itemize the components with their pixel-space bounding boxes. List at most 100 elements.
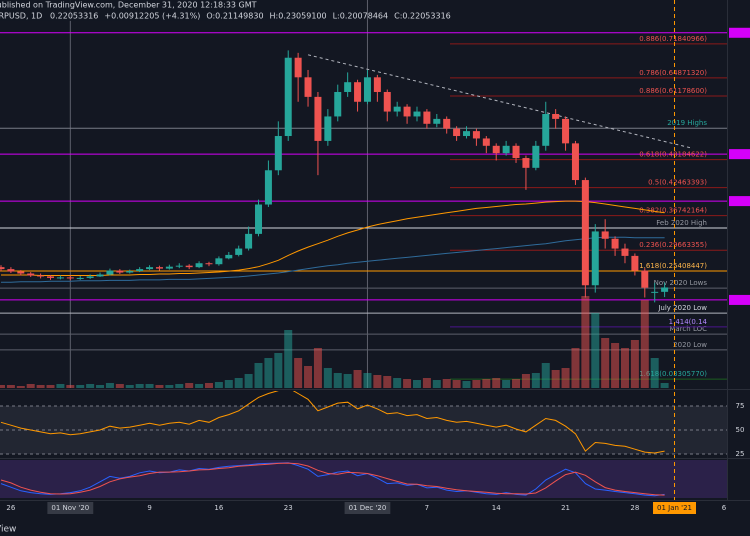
fib-label: 0.236(0.29663355) — [639, 241, 707, 249]
candle-body — [591, 231, 599, 286]
level-label: 2019 Highs — [667, 119, 707, 127]
volume-bar — [145, 384, 154, 388]
candle-body — [324, 116, 332, 141]
volume-bar — [571, 348, 580, 388]
volume-bar — [660, 383, 669, 388]
volume-bar — [363, 373, 372, 388]
volume-bar — [115, 384, 124, 388]
volume-bar — [284, 330, 293, 388]
candle-body — [245, 233, 253, 249]
candle-body — [116, 270, 124, 273]
volume-bar — [581, 296, 590, 388]
volume-bar — [383, 376, 392, 388]
volume-bar — [214, 382, 223, 388]
x-tick-highlight — [47, 502, 94, 514]
header-bg — [0, 0, 300, 21]
candle-body — [651, 291, 659, 293]
candle-body — [344, 82, 352, 92]
candle-body — [0, 267, 5, 270]
fib-label: 1.618(0.25408447) — [639, 262, 707, 270]
volume-bar — [0, 385, 5, 388]
volume-bar — [125, 385, 134, 388]
volume-bar — [155, 385, 164, 388]
candle-body — [512, 145, 520, 159]
candle-body — [294, 57, 302, 78]
volume-bar — [502, 380, 511, 388]
volume-bar — [601, 338, 610, 388]
volume-bar — [353, 370, 362, 388]
volume-bar — [105, 383, 114, 388]
candle-body — [492, 145, 500, 154]
volume-bar — [56, 384, 65, 388]
price-tag — [729, 196, 750, 207]
price-tag — [729, 294, 750, 305]
fib-label: 0.886(0.71840966) — [639, 35, 707, 43]
candle-body — [56, 277, 64, 279]
candle-body — [146, 267, 154, 270]
candle-body — [552, 114, 560, 119]
candle-body — [86, 276, 94, 278]
candle-body — [274, 136, 282, 171]
candle-body — [284, 57, 292, 137]
volume-bar — [304, 366, 313, 388]
candle-body — [413, 111, 421, 117]
x-tick-label: 6 — [722, 504, 727, 512]
candle-body — [7, 269, 15, 272]
rsi-pane — [0, 391, 727, 455]
x-tick-label: 01 Dec '20 — [349, 504, 387, 512]
stoch-pane — [0, 460, 727, 498]
header-value: L:0.20078464 — [333, 12, 389, 21]
volume-bar — [620, 348, 629, 388]
price-pane: 2019 Highs Feb 2020 High Nov 2020 Lows July… — [0, 0, 727, 388]
x-tick-label: 7 — [425, 504, 429, 512]
volume-bar — [165, 385, 174, 388]
x-tick-label: 26 — [6, 504, 15, 512]
rsi-tick-label: 25 — [736, 450, 745, 458]
volume-bar — [403, 379, 412, 388]
volume-bar — [472, 380, 481, 388]
moving-average — [1, 200, 665, 276]
candle-body — [304, 77, 312, 97]
candle-body — [443, 118, 451, 129]
candle-body — [463, 131, 471, 137]
volume-bar — [175, 384, 184, 388]
candle-body — [126, 271, 134, 273]
fib-label: 0.886(0.61178600) — [639, 87, 707, 95]
candle-body — [482, 138, 490, 146]
candle-body — [363, 77, 371, 102]
candle-body — [354, 82, 362, 102]
candle-body — [136, 269, 144, 272]
volume-bar — [551, 370, 560, 388]
candle-body — [185, 265, 193, 268]
stoch-line — [0, 462, 665, 496]
volume-bar — [244, 374, 253, 388]
volume-bar — [521, 374, 530, 388]
volume-bar — [531, 373, 540, 388]
rsi-tick-label: 75 — [736, 402, 745, 410]
level-label: March LOC — [669, 325, 707, 333]
fib-label: 0.618(0.48184622) — [639, 151, 707, 159]
x-tick-label: 16 — [214, 504, 223, 512]
volume-bar — [16, 386, 25, 388]
symbol: XRPUSD, 1D — [0, 12, 42, 21]
price-tag — [729, 27, 750, 38]
candle-body — [453, 128, 461, 137]
candle-body — [106, 270, 114, 275]
volume-bar — [36, 385, 45, 388]
candle-body — [175, 265, 183, 267]
candle-body — [522, 158, 530, 168]
candle-body — [47, 276, 55, 278]
volume-bar — [86, 384, 95, 388]
candle-body — [621, 248, 629, 256]
candle-body — [205, 263, 213, 265]
level-label: July 2020 Low — [657, 304, 707, 312]
volume-bar — [234, 378, 243, 388]
x-tick-label: 14 — [492, 504, 501, 512]
candle-body — [571, 143, 579, 181]
volume-bar — [541, 363, 550, 388]
header-value: +0.00912205 (+4.31%) — [104, 12, 200, 21]
candle-body — [542, 114, 550, 146]
candle-body — [433, 118, 441, 124]
volume-bar — [274, 353, 283, 388]
